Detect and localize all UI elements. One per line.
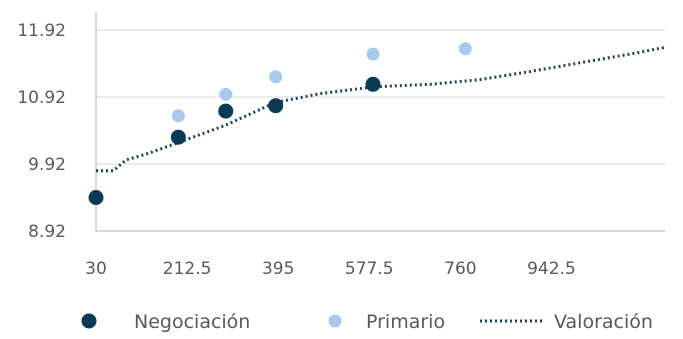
y-tick-label-0: 8.92 bbox=[28, 222, 66, 242]
legend-marker-primario bbox=[328, 314, 342, 328]
legend-label-primario: Primario bbox=[366, 311, 445, 333]
primario-point-3 bbox=[366, 47, 380, 61]
tick-labels-layer: 8.92 9.92 10.92 11.92 30 212.5 395 577.5 760 942.… bbox=[17, 21, 575, 279]
primario-point-4 bbox=[458, 42, 472, 56]
x-tick-label-3: 577.5 bbox=[345, 259, 394, 279]
y-tick-label-1: 9.92 bbox=[28, 155, 66, 175]
negociacion-point-4 bbox=[365, 76, 381, 92]
legend-label-negociacion: Negociación bbox=[134, 311, 250, 333]
y-tick-label-2: 10.92 bbox=[17, 88, 66, 108]
x-tick-label-0: 30 bbox=[85, 259, 107, 279]
negociacion-point-1 bbox=[170, 129, 186, 145]
negociacion-point-0 bbox=[88, 190, 104, 205]
legend-label-valoracion: Valoración bbox=[554, 311, 653, 333]
x-tick-label-4: 760 bbox=[444, 259, 476, 279]
points-layer bbox=[88, 42, 472, 205]
legend-marker-negociacion bbox=[81, 313, 97, 329]
x-tick-label-2: 395 bbox=[262, 259, 294, 279]
x-tick-label-5: 942.5 bbox=[527, 259, 576, 279]
legend: Negociación Primario Valoración bbox=[81, 311, 653, 333]
negociacion-point-3 bbox=[268, 98, 284, 114]
valuation-line-layer bbox=[96, 45, 666, 173]
negociacion-point-2 bbox=[218, 103, 234, 119]
y-tick-label-3: 11.92 bbox=[17, 21, 66, 41]
primario-point-1 bbox=[219, 87, 233, 101]
primario-point-0 bbox=[171, 109, 185, 123]
valoracion-line bbox=[96, 45, 666, 173]
primario-point-2 bbox=[269, 70, 283, 84]
x-tick-label-1: 212.5 bbox=[163, 259, 212, 279]
